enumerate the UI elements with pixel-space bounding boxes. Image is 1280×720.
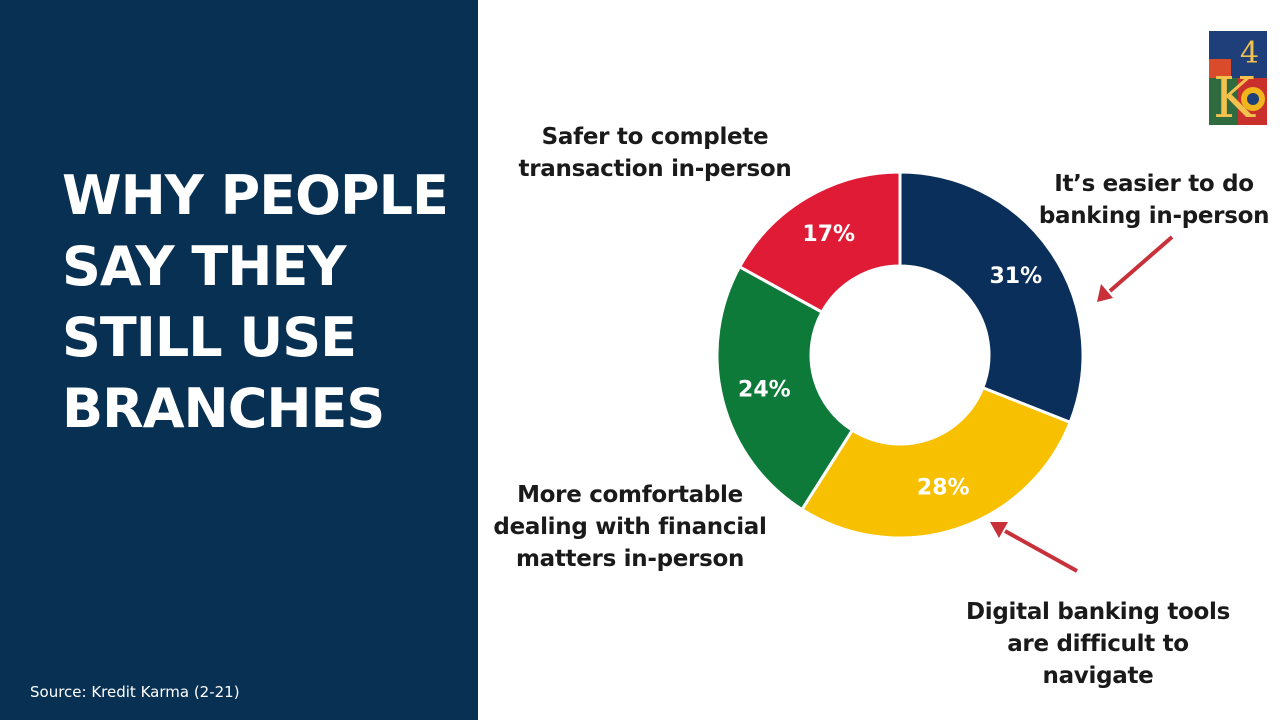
callout-comfortable: More comfortable dealing with financial … bbox=[480, 479, 780, 575]
logo-k: K bbox=[1213, 66, 1256, 125]
slice-value-label: 17% bbox=[802, 222, 855, 247]
title-line: STILL USE bbox=[62, 306, 357, 369]
callout-line: It’s easier to do bbox=[1054, 171, 1254, 197]
arrow-digital bbox=[1004, 529, 1078, 573]
callout-line: banking in-person bbox=[1038, 203, 1270, 229]
title-line: WHY PEOPLE bbox=[62, 164, 449, 227]
slice-value-label: 28% bbox=[917, 476, 970, 501]
donut-slice bbox=[715, 264, 855, 512]
donut-slices bbox=[715, 170, 1085, 540]
slice-value-label: 31% bbox=[989, 264, 1042, 289]
donut-slice bbox=[898, 170, 1085, 425]
k4-logo: 4 K bbox=[1209, 31, 1267, 125]
donut-slice-labels: 31% 28% 24% 17% bbox=[738, 222, 1042, 501]
title-line: SAY THEY bbox=[62, 235, 346, 298]
title-panel: WHY PEOPLE SAY THEY STILL USE BRANCHES S… bbox=[0, 0, 478, 720]
arrow-easier bbox=[1108, 235, 1174, 293]
callout-line: Digital banking tools bbox=[966, 599, 1230, 625]
donut-slice bbox=[737, 170, 902, 315]
callout-line: Safer to complete bbox=[541, 124, 769, 150]
callout-line: dealing with financial bbox=[493, 514, 767, 540]
callout-line: More comfortable bbox=[517, 482, 743, 508]
source-note: Source: Kredit Karma (2-21) bbox=[30, 683, 240, 701]
arrowhead-easier bbox=[1097, 284, 1113, 302]
callout-line: transaction in-person bbox=[518, 156, 792, 182]
slice-value-label: 24% bbox=[738, 377, 791, 402]
callout-line: matters in-person bbox=[515, 546, 745, 572]
arrowhead-digital bbox=[990, 522, 1008, 538]
callout-easier: It’s easier to do banking in-person bbox=[1030, 168, 1278, 232]
logo-four: 4 bbox=[1240, 36, 1259, 71]
title-line: BRANCHES bbox=[62, 377, 385, 440]
callout-safer: Safer to complete transaction in-person bbox=[505, 121, 805, 185]
donut-slice bbox=[799, 385, 1073, 540]
callout-line: are difficult to bbox=[1007, 631, 1189, 657]
callout-digital: Digital banking tools are difficult to n… bbox=[960, 596, 1236, 692]
slide-title: WHY PEOPLE SAY THEY STILL USE BRANCHES bbox=[62, 160, 462, 444]
callout-line: navigate bbox=[1042, 663, 1154, 689]
